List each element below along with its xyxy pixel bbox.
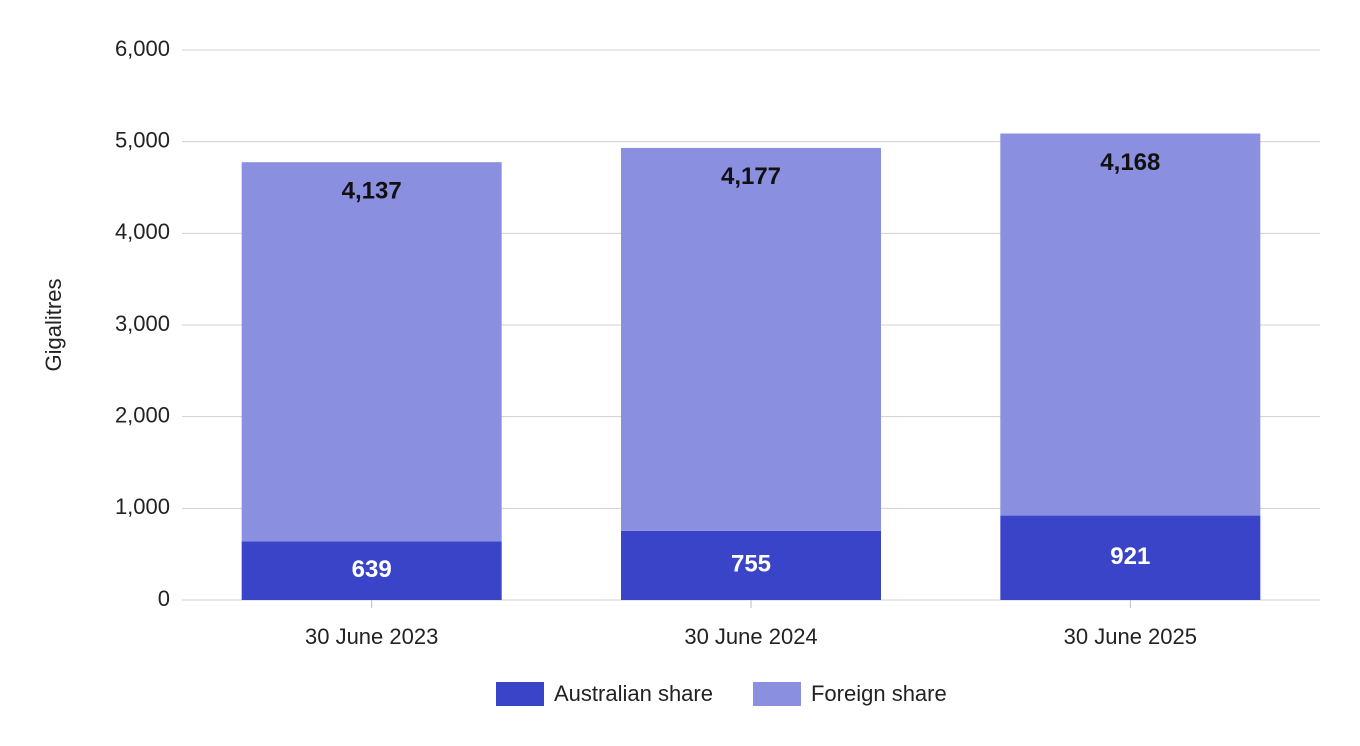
y-tick-label: 1,000 [115, 494, 170, 519]
bar-segment [1000, 515, 1261, 600]
y-tick-label: 4,000 [115, 219, 170, 244]
x-tick-label: 30 June 2023 [305, 624, 438, 649]
y-tick-label: 2,000 [115, 402, 170, 427]
legend-swatch [496, 682, 544, 706]
value-label: 755 [731, 551, 771, 578]
bar-segment [621, 147, 881, 531]
y-tick-label: 3,000 [115, 311, 170, 336]
bar-segment [621, 530, 881, 600]
value-label: 4,137 [342, 178, 402, 205]
bar-segment [1000, 133, 1261, 516]
value-label: 4,177 [721, 163, 781, 190]
y-axis-label: Gigalitres [41, 279, 66, 372]
bar-segment [241, 162, 502, 542]
value-label: 921 [1110, 543, 1150, 570]
y-tick-label: 0 [158, 586, 170, 611]
legend-label: Australian share [554, 681, 713, 706]
value-label: 4,168 [1100, 149, 1160, 176]
x-tick-label: 30 June 2025 [1064, 624, 1197, 649]
value-label: 639 [352, 556, 392, 583]
bar-segment [241, 541, 502, 600]
legend-label: Foreign share [811, 681, 947, 706]
x-tick-label: 30 June 2024 [684, 624, 817, 649]
y-tick-label: 5,000 [115, 127, 170, 152]
y-tick-label: 6,000 [115, 36, 170, 61]
legend-swatch [752, 682, 801, 706]
